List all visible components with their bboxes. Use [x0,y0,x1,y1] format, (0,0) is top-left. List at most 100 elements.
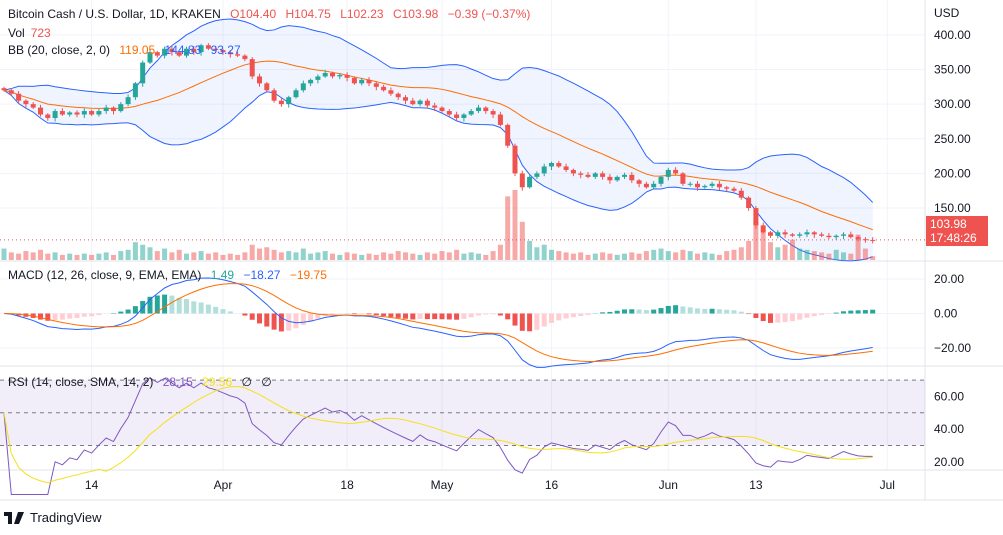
volume-bar [519,221,525,260]
candle-body [549,163,554,167]
volume-legend: Vol 723 [8,26,57,40]
macd-histogram-bar [563,313,569,319]
macd-histogram-bar [797,313,803,320]
volume-bar [286,251,292,260]
candle-body [600,173,606,177]
volume-bar [541,244,547,260]
candle-body [702,185,708,188]
candle-body [111,107,116,112]
candle-body [541,166,547,174]
volume-bar [74,254,80,260]
volume-bar [271,249,277,260]
volume-bar [585,254,591,260]
time-tick-label: May [431,478,454,492]
macd-histogram-bar [388,313,394,317]
macd-tick-label: 0.00 [934,307,958,321]
macd-histogram-bar [366,313,372,315]
candle-body [468,111,474,115]
volume-bar [235,254,241,260]
candle-body [673,169,679,174]
volume-bar [38,249,43,260]
volume-bar [782,244,788,260]
candle-body [753,208,759,226]
macd-histogram-bar [753,313,759,319]
macd-histogram-bar [81,313,87,317]
macd-histogram-bar [45,313,51,321]
volume-bar [8,252,14,260]
candle-body [198,45,204,53]
volume-bar [870,256,876,260]
macd-histogram-bar [89,313,95,317]
candle-body [38,107,43,115]
candle-body [359,79,365,84]
volume-bar [483,254,489,260]
macd-histogram-bar [738,311,744,314]
volume-bar [592,253,598,260]
tradingview-logo[interactable]: TradingView [4,510,102,525]
candle-body [344,75,350,78]
macd-histogram-bar [278,313,284,332]
volume-bar [600,252,606,260]
rsi-tick-label: 60.00 [934,389,964,403]
time-tick-label: 14 [85,478,99,492]
volume-bar [169,252,175,260]
macd-signal-value: −19.75 [289,268,327,282]
candle-body [789,234,795,236]
candle-body [556,163,562,167]
macd-histogram-bar [147,296,153,314]
volume-bar [665,251,671,260]
candle-body [775,232,781,236]
volume-bar [622,253,627,260]
volume-bar [549,249,554,260]
symbol-title: Bitcoin Cash / U.S. Dollar, 1D, KRAKEN [8,7,221,21]
macd-histogram-bar [687,307,693,314]
macd-histogram-bar [432,313,438,320]
macd-histogram-bar [67,313,73,319]
symbol-legend: Bitcoin Cash / U.S. Dollar, 1D, KRAKEN O… [8,7,536,21]
volume-bar [249,244,255,260]
macd-histogram-bar [198,302,204,314]
macd-histogram-bar [264,313,270,327]
macd-histogram-bar [132,306,138,314]
candle-body [45,114,51,118]
volume-bar [373,254,379,260]
candle-body [709,183,715,186]
macd-histogram-bar [636,309,642,314]
volume-bar [308,253,314,260]
macd-histogram-bar [651,309,657,314]
volume-bar [315,252,321,260]
volume-bar [205,253,211,260]
candle-body [424,100,430,106]
candle-body [81,111,87,115]
candle-body [848,234,854,238]
macd-histogram-bar [257,313,262,324]
macd-histogram-bar [629,309,635,314]
macd-histogram-bar [855,310,861,314]
macd-signal-line [3,283,873,363]
macd-histogram-bar [461,313,467,319]
candle-body [403,97,408,101]
macd-line [3,277,873,368]
volume-bar [527,240,533,260]
macd-histogram-bar [330,313,335,315]
last-price: 103.98 [930,217,967,231]
candle-body [819,234,825,236]
candle-body [826,235,832,238]
volume-bar [446,252,452,260]
macd-histogram-bar [439,313,445,320]
volume-bar [359,254,365,260]
volume-bar [570,253,576,260]
rsi-ma-value: 29.56 [202,375,233,389]
candle-body [147,52,153,63]
macd-histogram-bar [351,313,357,315]
close-value: C103.98 [392,7,439,21]
bar-countdown: 17:48:26 [930,231,977,245]
rsi-value: 28.15 [162,375,193,389]
volume-bar [716,254,722,260]
bb-upper: 144.83 [164,43,202,57]
macd-histogram-bar [658,308,664,314]
volume-bar [366,253,372,260]
macd-tick-label: −20.00 [934,341,971,355]
